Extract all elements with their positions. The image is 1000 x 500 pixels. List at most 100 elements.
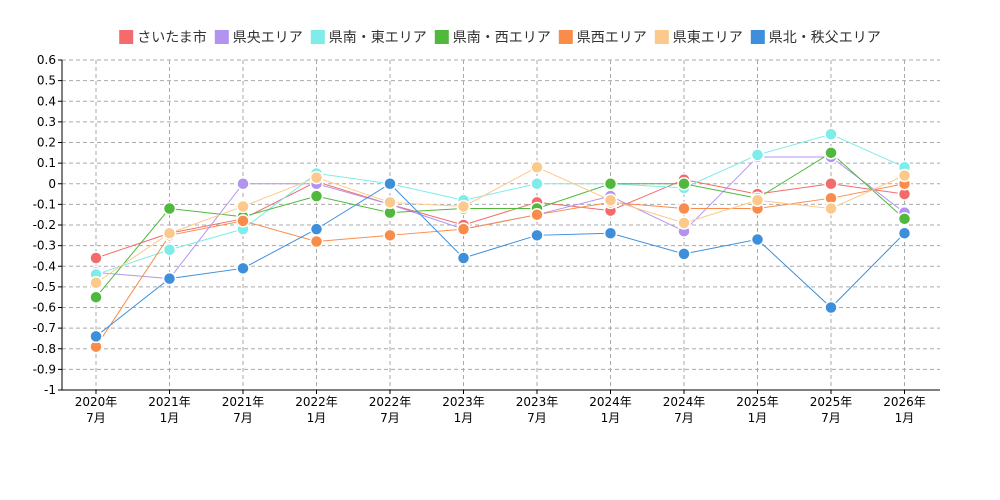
data-point xyxy=(530,160,544,174)
data-point xyxy=(750,232,765,247)
legend-swatch xyxy=(310,30,325,44)
legend-label: 県南・東エリア xyxy=(329,30,427,46)
data-point xyxy=(162,201,177,216)
data-point xyxy=(236,214,250,228)
x-tick-label-year: 2023年 xyxy=(442,395,485,409)
x-tick-label-year: 2025年 xyxy=(736,395,779,409)
x-tick-label-year: 2025年 xyxy=(810,395,853,409)
series-points xyxy=(89,127,912,354)
series-line xyxy=(95,183,905,347)
y-tick-label: -0.3 xyxy=(33,239,56,253)
x-tick-label-month: 7月 xyxy=(527,411,547,425)
x-tick-label-month: 7月 xyxy=(821,411,841,425)
data-point xyxy=(677,216,691,230)
data-point xyxy=(309,222,324,236)
data-point xyxy=(897,168,912,183)
y-axis-ticks: 0.6 0.5 0.4 0.3 0.2 0.1 0 -0.1 -0.2 -0.3 -0.4 -0.5 -… xyxy=(33,53,62,397)
x-tick-label-year: 2021年 xyxy=(148,395,191,409)
x-tick-label-month: 1月 xyxy=(748,411,768,425)
data-point xyxy=(456,222,471,236)
data-point xyxy=(750,193,765,207)
data-point xyxy=(824,127,838,141)
series-line xyxy=(95,166,905,284)
legend-swatch xyxy=(434,30,449,44)
data-point xyxy=(897,212,912,226)
series-lines xyxy=(95,133,905,347)
series-line xyxy=(95,152,905,298)
y-tick-label: 0.3 xyxy=(37,115,56,129)
data-point xyxy=(530,228,544,243)
legend-label: 県央エリア xyxy=(233,30,303,46)
series-line xyxy=(95,156,905,280)
y-tick-label: 0.1 xyxy=(37,156,56,170)
data-point xyxy=(89,276,103,290)
data-point xyxy=(236,199,250,214)
legend-swatch xyxy=(750,30,765,44)
data-point xyxy=(89,329,103,344)
legend-label: 県南・西エリア xyxy=(453,30,551,46)
x-tick-label-month: 1月 xyxy=(307,411,327,425)
x-tick-label-year: 2021年 xyxy=(222,395,265,409)
data-point xyxy=(309,189,324,203)
y-tick-label: 0 xyxy=(48,177,56,191)
data-point xyxy=(236,177,250,191)
x-tick-label-month: 7月 xyxy=(380,411,400,425)
y-tick-label: -0.8 xyxy=(33,342,56,356)
data-point xyxy=(383,177,397,191)
data-point xyxy=(383,195,397,210)
legend-label: さいたま市 xyxy=(137,29,207,46)
chart-grid xyxy=(62,59,940,391)
y-tick-label: -0.6 xyxy=(33,301,56,315)
data-point xyxy=(309,234,324,249)
y-tick-label: -0.2 xyxy=(33,218,56,232)
x-tick-label-month: 1月 xyxy=(160,411,180,425)
chart-legend: さいたま市 県央エリア 県南・東エリア 県南・西エリア 県西エリア 県東エリア 県北・秩父エ… xyxy=(119,29,881,46)
data-point xyxy=(162,226,177,240)
data-point xyxy=(824,146,838,160)
legend-swatch xyxy=(119,30,134,44)
y-tick-label: -0.4 xyxy=(33,259,56,273)
y-tick-label: -1 xyxy=(44,383,56,397)
series-line xyxy=(95,133,905,275)
y-tick-label: -0.5 xyxy=(33,280,56,294)
x-tick-label-year: 2020年 xyxy=(75,395,118,409)
data-point xyxy=(824,177,838,191)
data-point xyxy=(530,177,544,191)
y-tick-label: 0.5 xyxy=(37,74,56,88)
data-point xyxy=(824,201,838,216)
x-tick-label-year: 2022年 xyxy=(369,395,412,409)
data-point xyxy=(383,228,397,243)
data-point xyxy=(89,290,103,304)
data-point xyxy=(677,247,691,261)
data-point xyxy=(309,170,324,185)
legend-swatch xyxy=(214,30,229,44)
data-point xyxy=(677,177,691,191)
legend-label: 県北・秩父エリア xyxy=(769,30,881,46)
chart-axes xyxy=(61,60,940,391)
legend-label: 県西エリア xyxy=(577,30,647,46)
x-tick-label-month: 1月 xyxy=(895,411,915,425)
x-tick-label-year: 2026年 xyxy=(883,395,926,409)
x-axis-ticks: 2020年 7月 2021年 1月 2021年 7月 2022年 1月 2022年 7月 2023年… xyxy=(75,390,926,425)
x-tick-label-year: 2024年 xyxy=(663,395,706,409)
data-point xyxy=(603,177,618,191)
x-tick-label-year: 2022年 xyxy=(295,395,338,409)
data-point xyxy=(897,226,912,240)
y-tick-label: -0.9 xyxy=(33,362,56,376)
data-point xyxy=(456,251,471,265)
series-line xyxy=(95,183,905,337)
y-tick-label: 0.4 xyxy=(37,94,56,108)
x-tick-label-year: 2023年 xyxy=(516,395,559,409)
x-tick-label-month: 7月 xyxy=(86,411,106,425)
y-tick-label: 0.6 xyxy=(37,53,56,67)
data-point xyxy=(824,300,838,315)
x-tick-label-month: 7月 xyxy=(233,411,253,425)
series-line xyxy=(95,179,905,259)
y-tick-label: -0.7 xyxy=(33,321,56,335)
data-point xyxy=(530,207,544,222)
x-tick-label-month: 1月 xyxy=(601,411,621,425)
legend-swatch xyxy=(654,30,669,44)
data-point xyxy=(89,251,103,265)
data-point xyxy=(236,261,250,276)
